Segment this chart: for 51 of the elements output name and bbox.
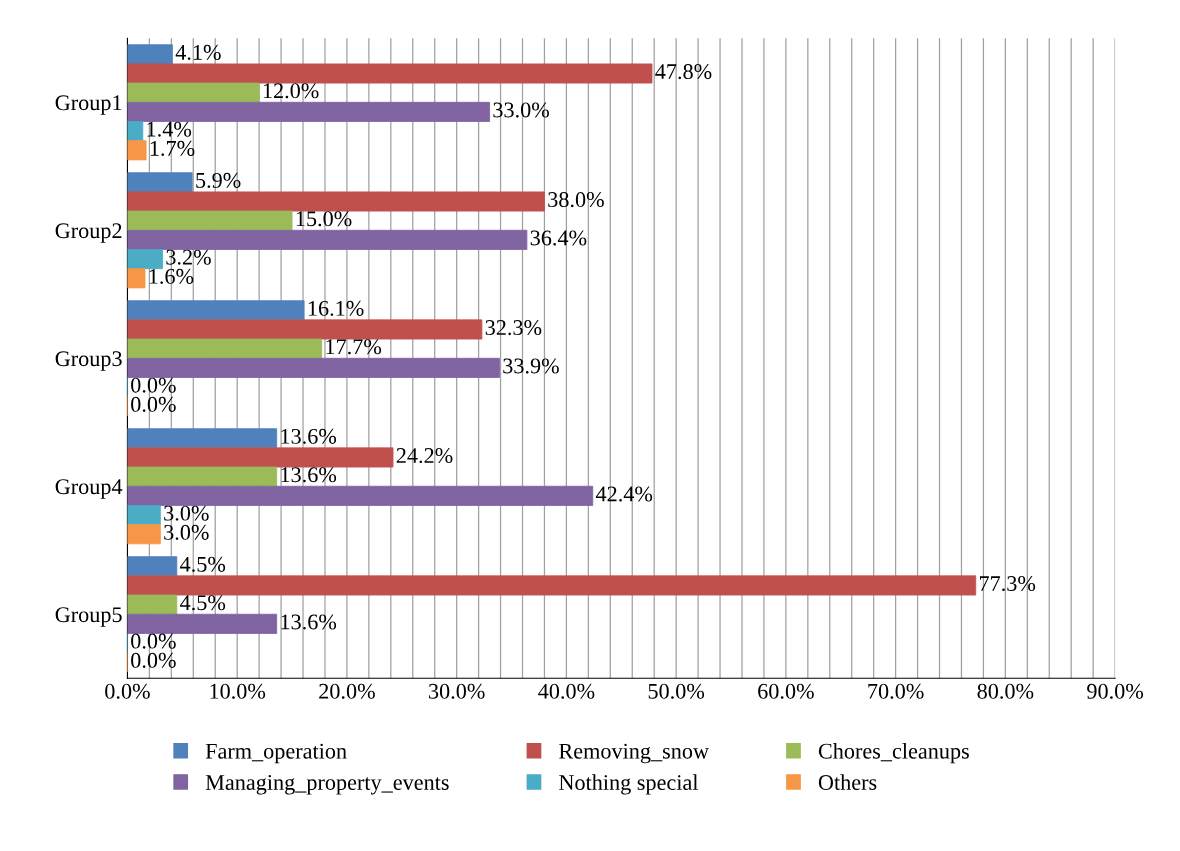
y-tick-label: Group2 <box>55 223 122 243</box>
data-label: 3.0% <box>164 505 209 521</box>
x-tick-label: 70.0% <box>868 683 924 699</box>
data-label: 0.0% <box>131 633 176 649</box>
data-label: 33.9% <box>503 358 559 374</box>
data-label: 36.4% <box>530 230 587 246</box>
data-label: 4.5% <box>180 556 226 572</box>
x-tick-label: 40.0% <box>538 683 595 699</box>
x-tick-label: 90.0% <box>1087 683 1144 699</box>
y-tick-label: Group3 <box>55 351 122 371</box>
legend-label: Farm_operation <box>205 743 347 764</box>
data-label: 13.6% <box>281 614 337 630</box>
legend-label: Removing_snow <box>559 743 709 764</box>
data-label: 3.2% <box>166 249 211 265</box>
data-label: 0.0% <box>131 377 176 393</box>
data-label: 33.0% <box>493 102 549 118</box>
data-label: 5.9% <box>196 172 241 188</box>
legend-label: Chores_cleanups <box>818 743 969 764</box>
data-label: 4.5% <box>180 595 226 611</box>
data-label: 1.4% <box>147 121 192 137</box>
data-label: 32.3% <box>485 320 542 336</box>
data-label: 3.0% <box>164 524 209 540</box>
x-tick-label: 10.0% <box>210 683 266 699</box>
data-label: 42.4% <box>595 486 653 502</box>
data-label: 0.0% <box>131 652 176 668</box>
legend-label: Others <box>818 774 877 790</box>
data-label: 12.0% <box>263 83 319 99</box>
data-label: 0.0% <box>131 396 176 412</box>
x-tick-label: 60.0% <box>758 683 814 699</box>
data-label: 4.1% <box>175 44 221 60</box>
data-label: 1.7% <box>150 140 195 156</box>
data-label: 13.6% <box>281 428 337 444</box>
data-label: 1.6% <box>149 268 194 284</box>
y-tick-label: Group1 <box>55 95 122 115</box>
y-tick-label: Group4 <box>55 479 123 499</box>
x-tick-label: 30.0% <box>429 683 485 699</box>
legend-label: Managing_property_events <box>205 775 449 795</box>
x-tick-label: 80.0% <box>977 683 1034 699</box>
data-label: 16.1% <box>308 300 364 316</box>
data-label: 47.8% <box>655 64 712 80</box>
legend-label: Nothing special <box>559 774 699 795</box>
data-label: 77.3% <box>979 576 1036 592</box>
data-label: 13.6% <box>281 467 337 483</box>
x-tick-label: 20.0% <box>319 683 375 699</box>
x-tick-label: 50.0% <box>648 683 705 699</box>
y-tick-label: Group5 <box>55 607 122 627</box>
x-tick-label: 0.0% <box>105 683 150 699</box>
data-label: 24.2% <box>396 448 453 464</box>
data-label: 38.0% <box>548 192 604 208</box>
data-label: 15.0% <box>296 211 352 227</box>
data-label: 17.7% <box>326 339 382 355</box>
